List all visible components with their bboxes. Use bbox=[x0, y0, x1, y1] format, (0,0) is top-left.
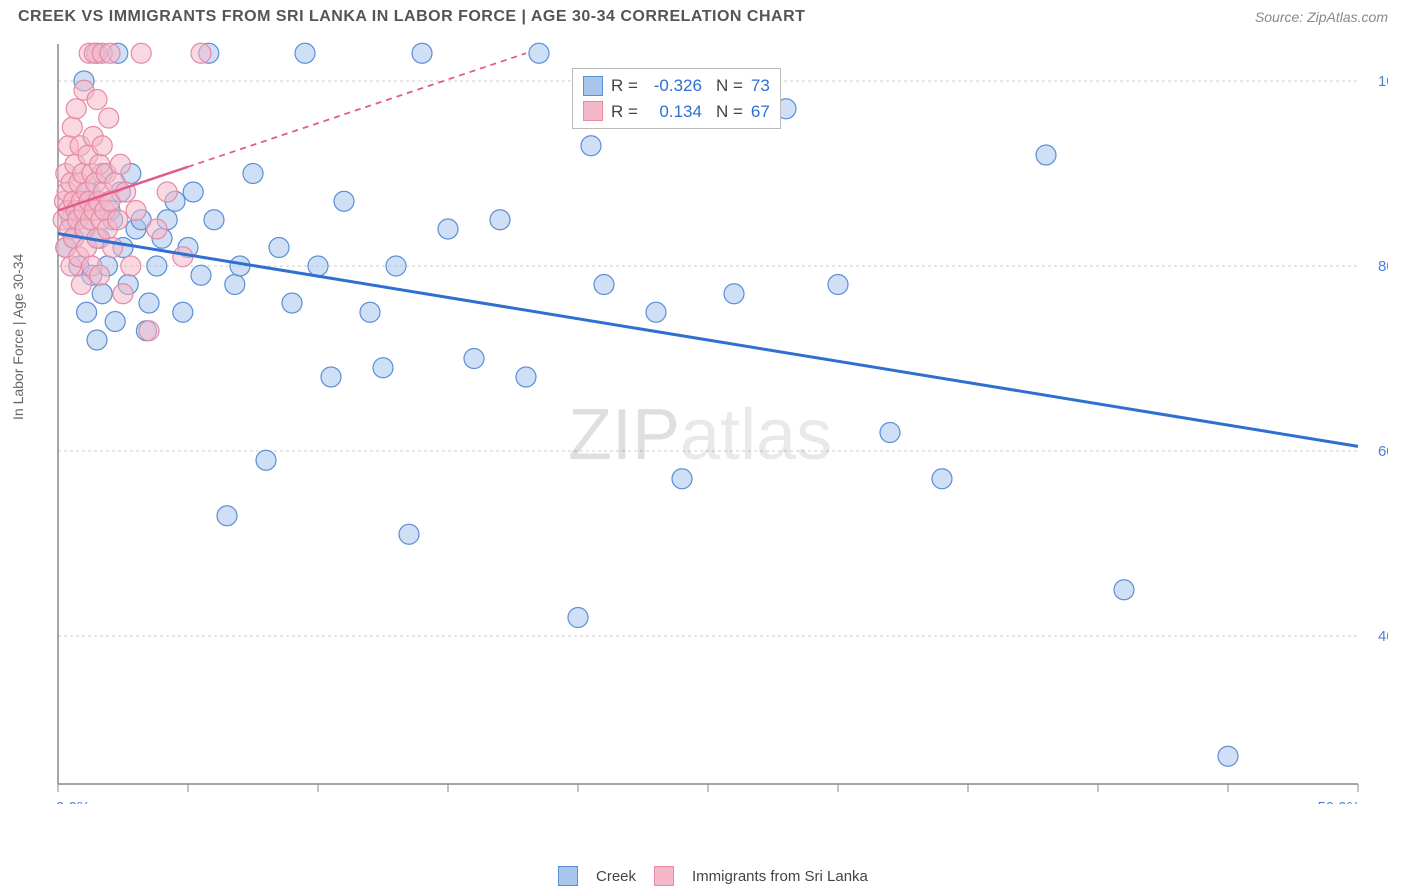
data-point bbox=[438, 219, 458, 239]
data-point bbox=[243, 164, 263, 184]
data-point bbox=[110, 154, 130, 174]
data-point bbox=[108, 210, 128, 230]
x-axis-max-label: 50.0% bbox=[1317, 799, 1360, 804]
data-point bbox=[126, 201, 146, 221]
data-point bbox=[173, 302, 193, 322]
data-point bbox=[92, 284, 112, 304]
chart-title: CREEK VS IMMIGRANTS FROM SRI LANKA IN LA… bbox=[18, 8, 805, 26]
data-point bbox=[225, 275, 245, 295]
scatter-chart: 40.0% 60.0% 80.0% 100.0% 0.0% 50.0% bbox=[48, 34, 1388, 804]
data-point bbox=[204, 210, 224, 230]
data-point bbox=[139, 293, 159, 313]
data-point bbox=[373, 358, 393, 378]
data-point bbox=[724, 284, 744, 304]
data-point bbox=[568, 608, 588, 628]
y-tick-label: 40.0% bbox=[1378, 628, 1388, 645]
data-point bbox=[173, 247, 193, 267]
r-value: -0.326 bbox=[646, 73, 702, 99]
legend: Creek Immigrants from Sri Lanka bbox=[558, 866, 868, 886]
data-point bbox=[113, 284, 133, 304]
data-point bbox=[282, 293, 302, 313]
x-axis-min-label: 0.0% bbox=[56, 799, 90, 804]
data-point bbox=[100, 43, 120, 63]
data-point bbox=[646, 302, 666, 322]
data-point bbox=[932, 469, 952, 489]
data-point bbox=[66, 99, 86, 119]
data-point bbox=[147, 219, 167, 239]
data-point bbox=[672, 469, 692, 489]
n-value: 67 bbox=[751, 99, 770, 125]
data-point bbox=[295, 43, 315, 63]
data-point bbox=[99, 108, 119, 128]
data-point bbox=[399, 524, 419, 544]
data-point bbox=[62, 117, 82, 137]
stats-row: R = -0.326 N = 73 bbox=[583, 73, 770, 99]
data-point bbox=[594, 275, 614, 295]
data-point bbox=[412, 43, 432, 63]
y-tick-label: 60.0% bbox=[1378, 443, 1388, 460]
source-attribution: Source: ZipAtlas.com bbox=[1255, 9, 1388, 25]
data-point bbox=[183, 182, 203, 202]
data-point bbox=[139, 321, 159, 341]
data-point bbox=[880, 423, 900, 443]
data-point bbox=[464, 349, 484, 369]
stats-row: R = 0.134 N = 67 bbox=[583, 99, 770, 125]
data-point bbox=[105, 312, 125, 332]
r-label: R = bbox=[611, 99, 638, 125]
correlation-stats-box: R = -0.326 N = 73 R = 0.134 N = 67 bbox=[572, 68, 781, 129]
data-point bbox=[256, 450, 276, 470]
legend-label: Immigrants from Sri Lanka bbox=[692, 868, 868, 885]
data-point bbox=[386, 256, 406, 276]
data-point bbox=[77, 302, 97, 322]
data-point bbox=[529, 43, 549, 63]
legend-swatch bbox=[558, 866, 578, 886]
y-axis-label: In Labor Force | Age 30-34 bbox=[10, 254, 26, 420]
legend-label: Creek bbox=[596, 868, 636, 885]
data-point bbox=[334, 191, 354, 211]
data-point bbox=[308, 256, 328, 276]
data-point bbox=[87, 90, 107, 110]
chart-container: 40.0%60.0%80.0%100.0%0.0%50.0% ZIPatlas … bbox=[48, 34, 1406, 804]
data-point bbox=[516, 367, 536, 387]
data-point bbox=[191, 265, 211, 285]
data-point bbox=[1218, 746, 1238, 766]
r-value: 0.134 bbox=[646, 99, 702, 125]
n-label: N = bbox=[716, 99, 743, 125]
data-point bbox=[87, 330, 107, 350]
data-point bbox=[157, 182, 177, 202]
n-value: 73 bbox=[751, 73, 770, 99]
data-point bbox=[581, 136, 601, 156]
series-swatch bbox=[583, 101, 603, 121]
legend-swatch bbox=[654, 866, 674, 886]
data-point bbox=[131, 43, 151, 63]
data-point bbox=[147, 256, 167, 276]
trend-line-dashed bbox=[188, 53, 526, 167]
y-tick-label: 80.0% bbox=[1378, 258, 1388, 275]
data-point bbox=[90, 265, 110, 285]
data-point bbox=[269, 238, 289, 258]
y-tick-label: 100.0% bbox=[1378, 73, 1388, 90]
data-point bbox=[1036, 145, 1056, 165]
data-point bbox=[490, 210, 510, 230]
data-point bbox=[121, 256, 141, 276]
data-point bbox=[217, 506, 237, 526]
r-label: R = bbox=[611, 73, 638, 99]
data-point bbox=[828, 275, 848, 295]
data-point bbox=[321, 367, 341, 387]
n-label: N = bbox=[716, 73, 743, 99]
data-point bbox=[71, 275, 91, 295]
series-swatch bbox=[583, 76, 603, 96]
data-point bbox=[1114, 580, 1134, 600]
data-point bbox=[191, 43, 211, 63]
data-point bbox=[92, 136, 112, 156]
data-point bbox=[360, 302, 380, 322]
